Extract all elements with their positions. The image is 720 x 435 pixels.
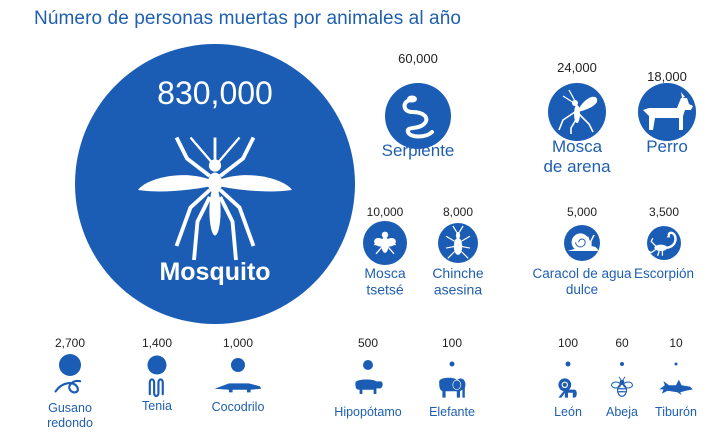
name-label-elefante: Elefante <box>429 405 475 419</box>
value-label-abeja: 60 <box>615 336 629 350</box>
value-label-hipopotamo: 500 <box>358 336 378 350</box>
name-label-serpiente: Serpiente <box>382 141 455 160</box>
hippo-icon <box>355 379 383 394</box>
value-label-serpiente: 60,000 <box>398 51 438 66</box>
value-label-gusano-redondo: 2,700 <box>55 336 85 350</box>
name-label-tiburon: Tiburón <box>655 405 697 419</box>
name-label-mosquito: Mosquito <box>159 258 270 286</box>
name-label-gusano-redondo: Gusano <box>48 401 92 415</box>
value-label-caracol-de-agua-dulce: 5,000 <box>567 205 597 219</box>
name-label-abeja: Abeja <box>606 405 638 419</box>
bubble-leon <box>565 361 571 367</box>
chart-title: Número de personas muertas por animales … <box>34 8 462 29</box>
value-label-leon: 100 <box>558 336 578 350</box>
snake-icon <box>402 95 434 139</box>
bubble-serpiente <box>385 83 451 149</box>
name-label-mosca-de-arena: de arena <box>543 157 611 176</box>
crocodile-icon <box>214 383 262 393</box>
name-label-mosca-tsetse: tsetsé <box>366 282 404 298</box>
bubble-tiburon <box>674 362 678 366</box>
name-label-mosca-tsetse: Mosca <box>364 265 405 281</box>
shark-icon <box>659 379 693 395</box>
value-label-cocodrilo: 1,000 <box>223 336 253 350</box>
bubble-gusano-redondo <box>59 354 81 376</box>
name-label-hipopotamo: Hipopótamo <box>334 405 401 419</box>
sandfly-icon <box>558 89 598 134</box>
tsetse-fly-icon <box>374 231 396 255</box>
bubble-cocodrilo <box>231 358 245 372</box>
elephant-icon <box>439 377 466 398</box>
name-label-escorpion: Escorpión <box>634 266 694 281</box>
name-label-mosca-de-arena: Mosca <box>552 137 603 156</box>
roundworm-icon <box>54 379 82 394</box>
mosquito-icon <box>138 136 292 261</box>
name-label-leon: León <box>554 405 582 419</box>
scorpion-icon <box>647 231 677 257</box>
name-label-gusano-redondo: redondo <box>47 416 93 430</box>
bubble-hipopotamo <box>363 360 373 370</box>
value-label-mosquito: 830,000 <box>157 75 273 111</box>
value-label-elefante: 100 <box>442 336 462 350</box>
lion-icon <box>558 378 577 398</box>
name-label-chinche-asesina: asesina <box>434 282 482 298</box>
bubble-elefante <box>449 361 455 367</box>
assassin-bug-icon <box>445 225 471 259</box>
name-label-chinche-asesina: Chinche <box>432 265 484 281</box>
tapeworm-icon <box>148 378 164 398</box>
snail-icon <box>567 233 598 251</box>
value-label-chinche-asesina: 8,000 <box>443 205 473 219</box>
bee-icon <box>610 376 634 397</box>
name-label-caracol-de-agua-dulce: dulce <box>566 282 598 297</box>
name-label-tenia: Tenia <box>142 399 172 413</box>
dog-icon <box>643 92 693 130</box>
value-label-mosca-de-arena: 24,000 <box>557 60 597 75</box>
name-label-cocodrilo: Cocodrilo <box>212 400 265 414</box>
bubble-abeja <box>620 362 624 366</box>
bubble-tenia <box>147 355 167 375</box>
value-label-escorpion: 3,500 <box>649 205 679 219</box>
value-label-mosca-tsetse: 10,000 <box>367 205 404 219</box>
name-label-perro: Perro <box>646 137 688 156</box>
value-label-tiburon: 10 <box>669 336 683 350</box>
value-label-perro: 18,000 <box>647 69 687 84</box>
value-label-tenia: 1,400 <box>142 336 172 350</box>
name-label-caracol-de-agua-dulce: Caracol de agua <box>532 266 632 281</box>
